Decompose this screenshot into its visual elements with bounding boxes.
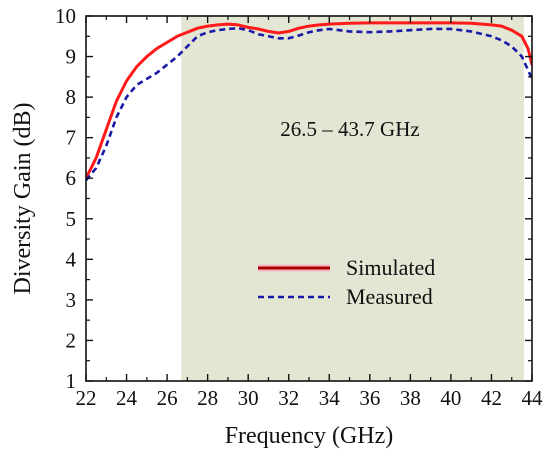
y-tick-label: 2	[66, 328, 77, 352]
y-tick-label: 9	[66, 45, 77, 69]
y-tick-label: 10	[55, 4, 76, 28]
x-tick-label: 22	[76, 386, 97, 410]
x-tick-label: 42	[481, 386, 502, 410]
y-tick-label: 7	[66, 126, 77, 150]
x-tick-label: 40	[440, 386, 461, 410]
series-line-simulated	[86, 21, 532, 180]
legend-label-measured: Measured	[346, 284, 433, 309]
x-tick-label: 24	[116, 386, 138, 410]
y-tick-label: 8	[66, 85, 77, 109]
band-label: 26.5 – 43.7 GHz	[280, 117, 419, 141]
y-tick-label: 5	[66, 207, 77, 231]
x-tick-label: 38	[400, 386, 421, 410]
text-layer: 26.5 – 43.7 GHz Frequency (GHz) Diversit…	[10, 103, 420, 449]
y-tick-label: 3	[66, 288, 77, 312]
legend-label-simulated: Simulated	[346, 255, 435, 280]
legend: Simulated Measured	[258, 255, 435, 309]
y-axis-label: Diversity Gain (dB)	[10, 103, 36, 295]
y-tick-label: 1	[66, 369, 77, 393]
y-tick-label: 4	[66, 247, 77, 271]
x-tick-label: 26	[157, 386, 178, 410]
shaded-band	[181, 16, 524, 381]
y-tick-label: 6	[66, 166, 77, 190]
x-tick-label: 30	[238, 386, 259, 410]
x-tick-label: 28	[197, 386, 218, 410]
x-tick-label: 44	[522, 386, 544, 410]
x-tick-label: 34	[319, 386, 341, 410]
x-axis-label: Frequency (GHz)	[225, 423, 394, 449]
series-line-measured	[86, 26, 532, 182]
x-tick-label: 32	[278, 386, 299, 410]
band-layer	[181, 16, 524, 381]
series-layer	[86, 21, 532, 182]
x-tick-label: 36	[359, 386, 380, 410]
